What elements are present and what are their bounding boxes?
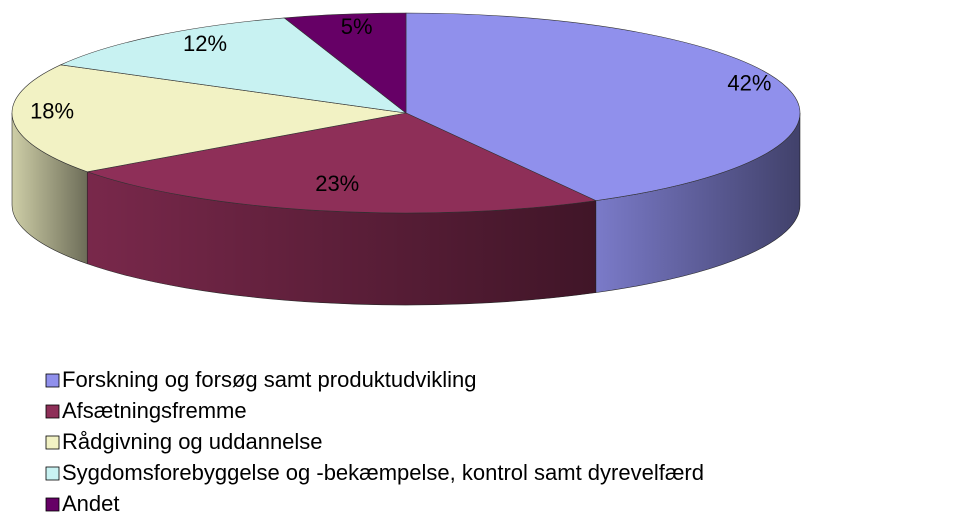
legend-swatch [45, 466, 60, 481]
slice-side-shade [595, 113, 800, 293]
slice [11, 64, 407, 173]
data-label: 23% [315, 171, 359, 196]
legend-label: Rådgivning og uddannelse [62, 429, 323, 454]
slice [283, 12, 407, 114]
data-label: 5% [341, 14, 373, 39]
data-label: 12% [183, 31, 227, 56]
legend-label: Sygdomsforebyggelse og -bekæmpelse, kont… [62, 460, 704, 485]
slice [86, 112, 597, 214]
data-label: 18% [30, 98, 74, 123]
legend-label: Forskning og forsøg samt produktudviklin… [62, 367, 477, 392]
data-label: 42% [727, 70, 771, 95]
legend-swatch [45, 497, 60, 512]
slice [405, 12, 801, 201]
legend-label: Afsætningsfremme [62, 398, 247, 423]
legend-label: Andet [62, 491, 120, 516]
slice-side-shade [87, 171, 596, 306]
legend-swatch [45, 404, 60, 419]
legend-swatch [45, 373, 60, 388]
legend-swatch [45, 435, 60, 450]
slice-side-shade [12, 113, 88, 264]
slice [59, 17, 408, 114]
